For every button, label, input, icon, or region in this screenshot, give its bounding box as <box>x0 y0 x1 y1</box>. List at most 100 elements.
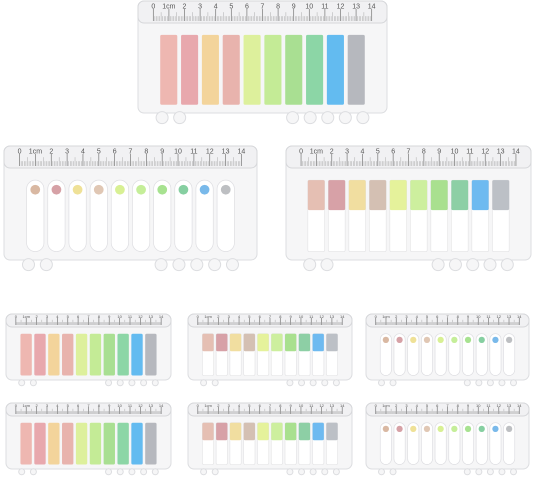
ruler-number: 9 <box>467 403 470 408</box>
ruler-number: 14 <box>340 403 345 408</box>
ruler-number: 2 <box>330 148 334 155</box>
tab-color-band <box>229 422 242 441</box>
sticky-tab <box>89 422 102 465</box>
sticky-tab <box>298 422 311 465</box>
tab-body <box>420 422 433 465</box>
tab-body <box>103 422 115 465</box>
tab-body <box>103 333 115 376</box>
tab-body <box>68 179 87 252</box>
sticky-tab <box>132 179 151 252</box>
ruler-number: 8 <box>276 3 280 10</box>
tab-color-dot <box>423 425 431 433</box>
tab-color-band <box>229 333 242 352</box>
ruler-number: 4 <box>81 148 85 155</box>
tab-body <box>48 422 60 465</box>
sticky-tab <box>328 179 346 252</box>
ruler-number: 12 <box>497 403 502 408</box>
sticky-tab <box>229 333 242 376</box>
ruler-number: 9 <box>108 314 111 319</box>
sticky-tab <box>393 333 406 376</box>
sticky-tab-set-r1c1: 0 1cm 2 3 4 5 6 7 8 9 10 11 12 13 14 <box>5 313 172 389</box>
ruler-number: 1cm <box>29 148 42 155</box>
hang-tab-right <box>128 468 136 476</box>
tab-body <box>47 179 66 252</box>
tab-color-band <box>257 422 269 441</box>
tab-color-dot <box>478 425 485 433</box>
tab-body <box>285 34 303 105</box>
tab-body <box>131 333 143 376</box>
ruler-number: 14 <box>238 148 246 155</box>
hang-tab-right <box>486 379 494 387</box>
tab-color-band <box>410 180 428 211</box>
sticky-tab <box>462 333 475 376</box>
sticky-tab <box>420 333 433 376</box>
ruler-number: 6 <box>113 148 117 155</box>
tab-body <box>475 333 488 376</box>
ruler-number: 10 <box>476 314 481 319</box>
sticky-tab <box>153 179 172 252</box>
ruler-number: 9 <box>108 403 111 408</box>
sticky-tab <box>489 422 502 465</box>
hang-tab-right <box>356 111 370 125</box>
tab-body <box>131 422 143 465</box>
tab-body <box>243 34 261 105</box>
ruler-number: 5 <box>426 403 429 408</box>
sticky-tab <box>326 333 338 376</box>
tab-color-dot <box>199 184 210 195</box>
hang-tab-right <box>510 468 517 476</box>
ruler-number: 6 <box>391 148 395 155</box>
ruler-number: 5 <box>67 314 70 319</box>
hang-tab-right <box>431 258 445 272</box>
tab-color-dot <box>93 184 104 195</box>
ruler-number: 5 <box>376 148 380 155</box>
hang-tab-right <box>286 468 294 476</box>
ruler-number: 7 <box>446 314 449 319</box>
tab-body <box>434 333 447 376</box>
hang-tab-right <box>154 258 168 272</box>
sticky-tab <box>270 422 283 465</box>
hang-tab-right <box>483 258 497 272</box>
tab-body <box>89 179 108 252</box>
ruler-number: 4 <box>416 403 419 408</box>
tab-body <box>420 333 433 376</box>
tab-body <box>407 422 420 465</box>
ruler-number: 2 <box>395 314 398 319</box>
tab-body <box>20 422 32 465</box>
tab-color-band <box>312 422 324 441</box>
sticky-tab <box>434 333 447 376</box>
hang-tab-right <box>151 379 159 387</box>
ruler-number: 11 <box>466 148 473 155</box>
sticky-tab <box>257 333 270 376</box>
hang-tab-right <box>151 468 159 476</box>
ruler-number: 2 <box>395 403 398 408</box>
sticky-tab <box>20 333 32 376</box>
tab-body <box>489 333 502 376</box>
sticky-tab <box>75 333 88 376</box>
ruler-number: 7 <box>261 3 265 10</box>
sticky-tab <box>48 333 60 376</box>
sticky-tab-set-mr: 0 1cm 2 3 4 5 6 7 8 9 10 11 12 13 14 <box>285 145 532 275</box>
tab-color-band <box>471 180 489 211</box>
ruler-number: 9 <box>437 148 441 155</box>
hang-tab-right <box>116 379 124 387</box>
hang-tab-left <box>389 379 397 387</box>
tab-color-dot <box>492 425 499 433</box>
ruler-number: 14 <box>159 314 164 319</box>
tab-color-dot <box>396 425 403 433</box>
tab-color-dot <box>423 336 431 344</box>
tab-color-band <box>298 422 311 441</box>
sticky-tab <box>257 422 270 465</box>
sticky-tab <box>270 333 283 376</box>
hang-tab-right <box>448 258 462 272</box>
ruler-number: 6 <box>245 3 249 10</box>
tab-body <box>145 422 157 465</box>
sticky-tab <box>326 422 338 465</box>
sticky-tab <box>110 179 129 252</box>
tab-color-band <box>202 333 214 352</box>
tab-color-dot <box>157 184 168 195</box>
ruler-number: 1cm <box>162 3 175 10</box>
tab-color-band <box>326 422 338 441</box>
ruler-number: 1cm <box>22 314 30 319</box>
ruler-number: 11 <box>309 314 314 319</box>
ruler-number: 13 <box>330 314 335 319</box>
